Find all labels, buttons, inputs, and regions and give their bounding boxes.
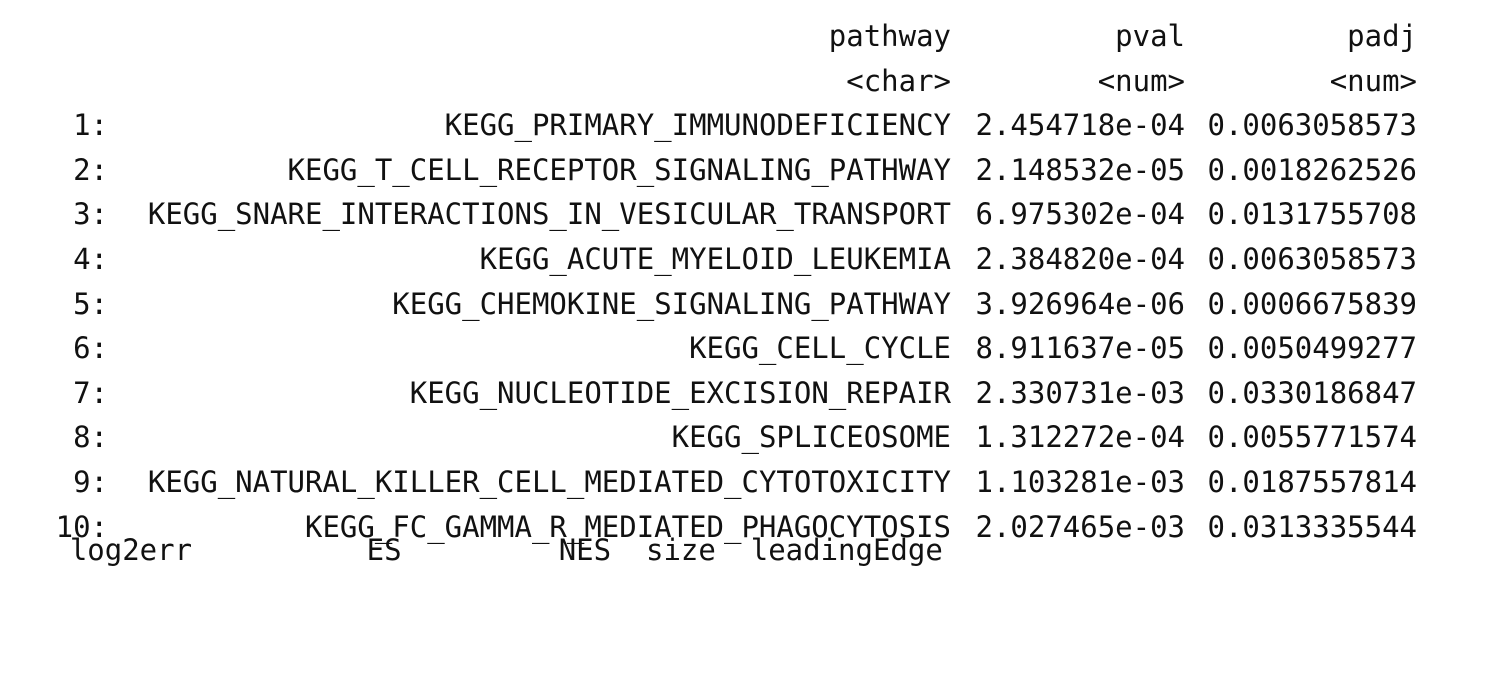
type-padj: <num> bbox=[1329, 63, 1417, 98]
table-row: 8: KEGG_SPLICEOSOME 1.312272e-04 0.00557715… bbox=[0, 415, 1490, 460]
row-pval: 1.312272e-04 bbox=[975, 420, 1185, 455]
truncated-line: log2err ES NES size leadingEdge bbox=[0, 533, 1490, 594]
row-pval: 2.384820e-04 bbox=[975, 241, 1185, 276]
row-padj: 0.0006675839 bbox=[1207, 286, 1417, 321]
type-pathway: <char> bbox=[846, 63, 951, 98]
header-pval: pval bbox=[1115, 19, 1185, 53]
table-row: 10: KEGG_FC_GAMMA_R_MEDIATED_PHAGOCYTOSIS… bbox=[0, 505, 1490, 550]
row-pathway: KEGG_CELL_CYCLE bbox=[689, 331, 951, 366]
row-pval: 8.911637e-05 bbox=[975, 331, 1185, 366]
table-row: 3: KEGG_SNARE_INTERACTIONS_IN_VESICULAR_T… bbox=[0, 192, 1490, 237]
row-index: 8: bbox=[73, 420, 108, 455]
row-pval: 6.975302e-04 bbox=[975, 197, 1185, 232]
row-pathway: KEGG_NUCLEOTIDE_EXCISION_REPAIR bbox=[409, 375, 951, 410]
row-pval: 2.148532e-05 bbox=[975, 152, 1185, 187]
row-pval: 2.027465e-03 bbox=[975, 509, 1185, 544]
row-pathway: KEGG_PRIMARY_IMMUNODEFICIENCY bbox=[444, 108, 951, 143]
header-padj: padj bbox=[1347, 19, 1417, 53]
row-pval: 2.454718e-04 bbox=[975, 108, 1185, 143]
row-padj: 0.0330186847 bbox=[1207, 375, 1417, 410]
row-pval: 1.103281e-03 bbox=[975, 464, 1185, 499]
row-pathway: KEGG_CHEMOKINE_SIGNALING_PATHWAY bbox=[392, 286, 951, 321]
row-pathway: KEGG_T_CELL_RECEPTOR_SIGNALING_PATHWAY bbox=[287, 152, 951, 187]
row-padj: 0.0187557814 bbox=[1207, 464, 1417, 499]
row-pathway: KEGG_NATURAL_KILLER_CELL_MEDIATED_CYTOTO… bbox=[147, 464, 951, 499]
row-pathway: KEGG_ACUTE_MYELOID_LEUKEMIA bbox=[479, 241, 951, 276]
table-row: 2: KEGG_T_CELL_RECEPTOR_SIGNALING_PATHWAY… bbox=[0, 148, 1490, 193]
table-row: 7: KEGG_NUCLEOTIDE_EXCISION_REPAIR 2.33073… bbox=[0, 371, 1490, 416]
row-pathway: KEGG_SPLICEOSOME bbox=[671, 420, 951, 455]
table-row: 1: KEGG_PRIMARY_IMMUNODEFICIENCY 2.454718e… bbox=[0, 103, 1490, 148]
table-row: 6: KEGG_CELL_CYCLE 8.911637e-05 0.005049927… bbox=[0, 326, 1490, 371]
row-pathway: KEGG_SNARE_INTERACTIONS_IN_VESICULAR_TRA… bbox=[147, 197, 951, 232]
table-row: 9: KEGG_NATURAL_KILLER_CELL_MEDIATED_CYTO… bbox=[0, 460, 1490, 505]
row-index: 3: bbox=[73, 197, 108, 232]
table-rows: 1: KEGG_PRIMARY_IMMUNODEFICIENCY 2.454718e… bbox=[0, 103, 1490, 549]
row-padj: 0.0063058573 bbox=[1207, 241, 1417, 276]
row-padj: 0.0050499277 bbox=[1207, 331, 1417, 366]
row-padj: 0.0131755708 bbox=[1207, 197, 1417, 232]
row-index: 10: bbox=[55, 509, 108, 544]
row-pval: 3.926964e-06 bbox=[975, 286, 1185, 321]
row-pathway: KEGG_FC_GAMMA_R_MEDIATED_PHAGOCYTOSIS bbox=[304, 509, 951, 544]
row-index: 4: bbox=[73, 241, 108, 276]
row-padj: 0.0313335544 bbox=[1207, 509, 1417, 544]
column-header-row: pathway pval padj bbox=[0, 14, 1490, 59]
table-row: 5: KEGG_CHEMOKINE_SIGNALING_PATHWAY 3.9269… bbox=[0, 282, 1490, 327]
row-pval: 2.330731e-03 bbox=[975, 375, 1185, 410]
truncated-text: log2err ES NES size leadingEdge bbox=[0, 533, 943, 568]
table-row: 4: KEGG_ACUTE_MYELOID_LEUKEMIA 2.384820e-0… bbox=[0, 237, 1490, 282]
row-index: 1: bbox=[73, 108, 108, 143]
type-pval: <num> bbox=[1097, 63, 1185, 98]
row-padj: 0.0063058573 bbox=[1207, 108, 1417, 143]
row-index: 7: bbox=[73, 375, 108, 410]
row-index: 9: bbox=[73, 464, 108, 499]
row-padj: 0.0018262526 bbox=[1207, 152, 1417, 187]
row-index: 5: bbox=[73, 286, 108, 321]
row-index: 6: bbox=[73, 331, 108, 366]
column-type-row: <char> <num> <num> bbox=[0, 59, 1490, 104]
r-console-output: pathway pval padj <char> <num> <num> 1: K… bbox=[0, 14, 1490, 594]
row-padj: 0.0055771574 bbox=[1207, 420, 1417, 455]
header-pathway: pathway bbox=[828, 19, 951, 53]
row-index: 2: bbox=[73, 152, 108, 187]
